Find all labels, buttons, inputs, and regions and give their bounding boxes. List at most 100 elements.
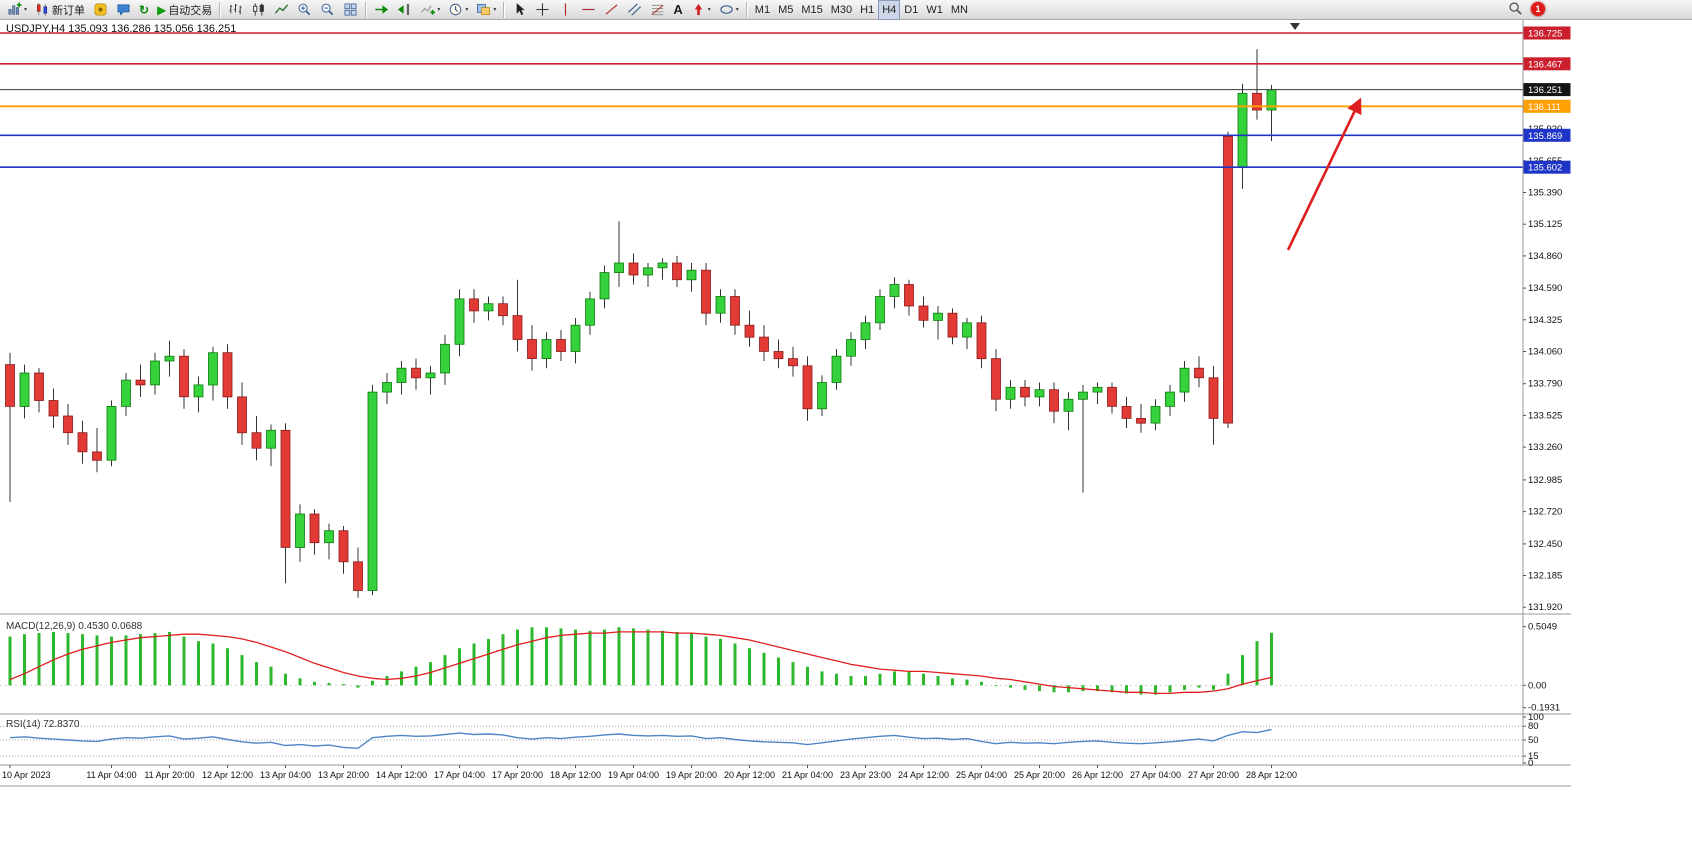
search-icon[interactable] (1508, 1, 1523, 16)
svg-text:134.860: 134.860 (1528, 251, 1562, 262)
chevron-down-icon: ▾ (465, 6, 469, 13)
chart-shift-marker[interactable] (1290, 23, 1300, 30)
svg-text:80: 80 (1528, 721, 1539, 732)
trendline-tool-button[interactable] (600, 0, 623, 20)
svg-text:132.985: 132.985 (1528, 475, 1562, 486)
horizontal-lines[interactable] (0, 32, 1523, 168)
svg-text:135.869: 135.869 (1528, 131, 1562, 142)
svg-text:132.450: 132.450 (1528, 539, 1562, 550)
periods-button[interactable]: ▾ (444, 0, 472, 20)
tile-windows-icon (344, 3, 357, 16)
new-order-icon (37, 2, 48, 17)
time-axis[interactable]: 10 Apr 2023 11 Apr 04:00 11 Apr 20:00 12 Ap… (2, 765, 1297, 780)
svg-text:0: 0 (1528, 758, 1533, 769)
crosshair-tool-button[interactable] (531, 0, 554, 20)
ellipse-shape-icon (720, 5, 733, 14)
templates-button[interactable]: ▾ (472, 0, 500, 20)
svg-text:11 Apr 04:00: 11 Apr 04:00 (86, 770, 136, 780)
svg-text:136.725: 136.725 (1528, 29, 1562, 40)
chart-canvas[interactable]: USDJPY,H4 135.093 136.286 135.056 136.25… (0, 20, 1692, 854)
new-order-button[interactable]: 新订单 (31, 0, 89, 20)
mql-community-button[interactable] (89, 0, 112, 20)
svg-text:133.790: 133.790 (1528, 379, 1562, 390)
chevron-down-icon: ▾ (735, 6, 739, 13)
rsi-label: RSI(14) 72.8370 (6, 719, 80, 730)
ohlc-title: USDJPY,H4 135.093 136.286 135.056 136.25… (6, 23, 236, 35)
trend-arrow[interactable] (1286, 97, 1362, 251)
macd-panel[interactable]: MACD(12,26,9) 0.4530 0.0688 0.5049 0.00 -0.… (0, 621, 1560, 714)
svg-text:50: 50 (1528, 735, 1539, 746)
fibonacci-icon (651, 4, 664, 16)
svg-text:26 Apr 12:00: 26 Apr 12:00 (1072, 770, 1123, 780)
svg-text:18 Apr 12:00: 18 Apr 12:00 (550, 770, 601, 780)
svg-text:10 Apr 2023: 10 Apr 2023 (2, 770, 51, 780)
mql-community-icon (94, 3, 107, 16)
zoom-in-button[interactable] (293, 0, 316, 20)
svg-text:19 Apr 20:00: 19 Apr 20:00 (666, 770, 717, 780)
toolbar-separator (219, 1, 222, 18)
candlestick-chart-button[interactable] (247, 0, 270, 20)
candles[interactable] (5, 49, 1277, 598)
svg-text:-0.1931: -0.1931 (1528, 703, 1560, 714)
autotrading-button[interactable]: ▶ 自动交易 (153, 0, 216, 20)
fibonacci-tool-button[interactable] (646, 0, 669, 20)
chat-icon (117, 4, 130, 16)
cursor-tool-button[interactable] (508, 0, 531, 20)
auto-scroll-button[interactable] (370, 0, 393, 20)
tf-h4-button[interactable]: H4 (878, 0, 901, 20)
chart-window[interactable]: USDJPY,H4 135.093 136.286 135.056 136.25… (0, 20, 1692, 849)
chevron-down-icon: ▾ (707, 6, 711, 13)
svg-text:133.260: 133.260 (1528, 442, 1562, 453)
tf-mn-button[interactable]: MN (950, 3, 968, 16)
channel-tool-button[interactable] (623, 0, 646, 20)
svg-text:135.390: 135.390 (1528, 188, 1562, 199)
svg-text:136.111: 136.111 (1528, 102, 1561, 113)
svg-text:23 Apr 23:00: 23 Apr 23:00 (840, 770, 891, 780)
tf-m15-button[interactable]: M15 (801, 3, 823, 16)
svg-text:135.602: 135.602 (1528, 163, 1562, 174)
chevron-down-icon: ▾ (437, 6, 441, 13)
horizontal-line-tool-button[interactable] (577, 0, 600, 20)
tf-h1-button[interactable]: H1 (860, 3, 875, 16)
svg-text:131.920: 131.920 (1528, 602, 1562, 613)
svg-text:134.590: 134.590 (1528, 283, 1562, 294)
svg-text:136.467: 136.467 (1528, 59, 1562, 70)
bar-chart-button[interactable] (224, 0, 247, 20)
chart-shift-button[interactable] (393, 0, 416, 20)
auto-scroll-icon (375, 5, 389, 14)
ohlc-bars-icon (229, 3, 242, 15)
notification-badge[interactable]: 1 (1531, 1, 1545, 16)
text-tool-icon: A (673, 2, 683, 17)
clock-icon (450, 3, 462, 16)
autotrading-label: 自动交易 (168, 4, 213, 17)
svg-text:133.525: 133.525 (1528, 410, 1562, 421)
tf-m1-button[interactable]: M1 (754, 3, 771, 16)
shapes-tool-button[interactable]: ▾ (715, 0, 743, 20)
tf-m5-button[interactable]: M5 (778, 3, 794, 16)
svg-text:27 Apr 20:00: 27 Apr 20:00 (1188, 770, 1239, 780)
price-axis[interactable]: 135.920135.655135.390135.125134.860134.5… (1523, 26, 1571, 614)
new-chart-button[interactable]: ▾ (3, 0, 31, 20)
tf-m30-button[interactable]: M30 (830, 3, 853, 16)
refresh-icon: ↻ (139, 2, 150, 17)
arrows-tool-button[interactable]: ▾ (687, 0, 715, 20)
tf-d1-button[interactable]: D1 (904, 3, 919, 16)
zoom-out-button[interactable] (316, 0, 339, 20)
vertical-line-tool-button[interactable] (554, 0, 577, 20)
svg-text:0.00: 0.00 (1528, 680, 1547, 691)
panel-separators[interactable] (0, 20, 1571, 787)
svg-text:134.060: 134.060 (1528, 347, 1562, 358)
line-chart-button[interactable] (270, 0, 293, 20)
text-tool-button[interactable]: A (669, 0, 686, 20)
svg-text:27 Apr 04:00: 27 Apr 04:00 (1130, 770, 1181, 780)
svg-text:13 Apr 04:00: 13 Apr 04:00 (260, 770, 311, 780)
tile-windows-button[interactable] (339, 0, 362, 20)
chart-svg[interactable]: USDJPY,H4 135.093 136.286 135.056 136.25… (0, 20, 1692, 849)
svg-text:25 Apr 04:00: 25 Apr 04:00 (956, 770, 1007, 780)
chat-button[interactable] (112, 0, 135, 20)
tf-w1-button[interactable]: W1 (926, 3, 943, 16)
refresh-button[interactable]: ↻ (135, 0, 153, 20)
indicators-button[interactable]: ▾ (416, 0, 444, 20)
svg-text:17 Apr 04:00: 17 Apr 04:00 (434, 770, 485, 780)
